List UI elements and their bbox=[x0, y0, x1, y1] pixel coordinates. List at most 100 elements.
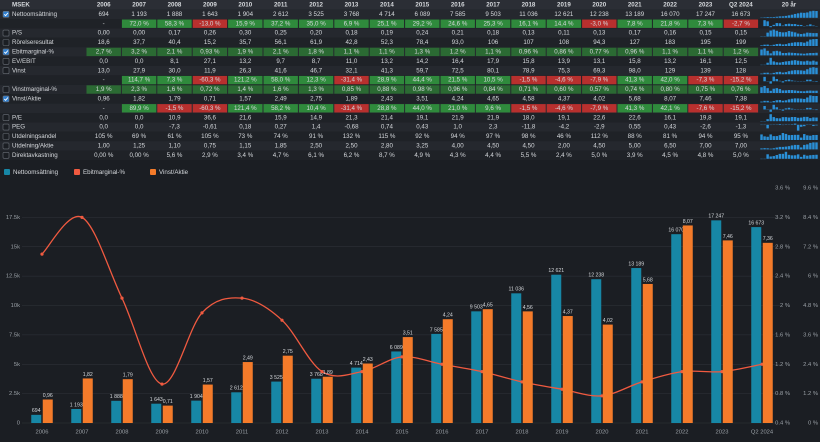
checkbox[interactable] bbox=[2, 67, 10, 74]
cell-value: 11 036 bbox=[519, 11, 538, 18]
sparkline-bar bbox=[790, 145, 794, 150]
cell-value: -0,68 bbox=[344, 124, 359, 131]
x-tick-label: 2018 bbox=[516, 430, 529, 436]
column-header: MSEK bbox=[12, 2, 30, 9]
cell-value: - bbox=[103, 77, 105, 84]
cell-highlight bbox=[652, 75, 688, 85]
checkbox[interactable] bbox=[2, 95, 10, 103]
cell-value: 1,1 % bbox=[485, 49, 501, 56]
sparkline-bar bbox=[803, 134, 806, 140]
cell-value: 0,76 % bbox=[731, 86, 751, 93]
cell-value: 0,71 bbox=[204, 96, 217, 103]
cell-value: 69,3 bbox=[593, 67, 606, 74]
cell-value: 4,5 % bbox=[662, 152, 678, 159]
axis-tick-label: 12.5k bbox=[6, 274, 20, 280]
sparkline-bar bbox=[790, 60, 794, 65]
sparkline-bar bbox=[784, 108, 788, 110]
checkbox[interactable] bbox=[2, 133, 10, 140]
checkbox[interactable] bbox=[2, 123, 10, 131]
checkbox[interactable] bbox=[2, 48, 10, 56]
sparkline-bar bbox=[778, 153, 782, 159]
cell-highlight bbox=[228, 19, 263, 28]
checkbox[interactable] bbox=[2, 39, 10, 46]
cell-value: 21,9 bbox=[487, 114, 500, 121]
sparkline-bar bbox=[766, 62, 769, 65]
data-label: 0,96 bbox=[43, 393, 53, 399]
cell-value: 58,2 % bbox=[271, 105, 291, 112]
checkbox[interactable] bbox=[2, 142, 10, 150]
cell-value: 2 612 bbox=[273, 11, 289, 18]
data-label: 7,36 bbox=[763, 236, 773, 242]
cell-value: 0,43 bbox=[664, 124, 677, 131]
cell-highlight bbox=[582, 85, 617, 94]
sparkline-bar bbox=[760, 148, 763, 150]
cell-value: 35,0 % bbox=[306, 20, 326, 27]
row-label: Utdelning/Aktie bbox=[12, 143, 54, 150]
legend-label: Ebitmarginal-% bbox=[83, 169, 125, 176]
sparkline-bar bbox=[772, 88, 775, 93]
checkbox[interactable] bbox=[2, 114, 10, 121]
sparkline-bar bbox=[803, 154, 806, 159]
legend-swatch[interactable] bbox=[4, 169, 10, 175]
sparkline-bar bbox=[809, 39, 812, 46]
checkbox[interactable] bbox=[2, 152, 10, 159]
bar bbox=[351, 367, 362, 423]
checkbox[interactable] bbox=[2, 86, 10, 93]
data-label: 1 193 bbox=[70, 402, 83, 408]
cell-value: 0,16 bbox=[664, 30, 677, 37]
sparkline-bar bbox=[812, 33, 815, 37]
checkbox[interactable] bbox=[2, 29, 10, 37]
sparkline-bar bbox=[806, 155, 809, 159]
sparkline-bar bbox=[772, 156, 775, 159]
sparkline-bar bbox=[766, 21, 769, 27]
cell-value: 2,00 bbox=[558, 143, 571, 150]
sparkline-bar bbox=[793, 117, 797, 122]
cell-highlight bbox=[334, 104, 369, 113]
line bbox=[41, 215, 763, 397]
cell-highlight bbox=[723, 104, 759, 113]
sparkline-bar bbox=[781, 72, 785, 75]
cell-value: 37,7 bbox=[133, 39, 146, 46]
cell-highlight bbox=[121, 75, 157, 85]
cell-value: 0,96 % bbox=[448, 86, 468, 93]
column-header: 2011 bbox=[274, 2, 288, 9]
cell-value: 22,6 bbox=[593, 114, 606, 121]
sparkline-bar bbox=[769, 114, 772, 122]
cell-value: -7,9 % bbox=[590, 77, 608, 84]
cell-highlight bbox=[263, 19, 298, 28]
checkbox[interactable] bbox=[2, 57, 10, 65]
sparkline-bar bbox=[796, 60, 800, 65]
cell-value: 128 bbox=[736, 67, 747, 74]
cell-value: 5,0 % bbox=[591, 152, 607, 159]
sparkline-bar bbox=[812, 124, 815, 127]
bar bbox=[631, 268, 642, 423]
cell-value: 694 bbox=[99, 11, 110, 18]
sparkline-bar bbox=[763, 48, 766, 56]
cell-value: 1,6 % bbox=[273, 86, 289, 93]
cell-highlight bbox=[546, 75, 582, 85]
legend-swatch[interactable] bbox=[150, 169, 156, 175]
cell-highlight bbox=[86, 85, 121, 94]
cell-value: 8,7 bbox=[312, 58, 321, 65]
axis-tick-label: 4.8 % bbox=[803, 303, 818, 309]
sparkline-bar bbox=[787, 117, 791, 122]
sparkline-bar bbox=[799, 91, 803, 93]
sparkline-bar bbox=[781, 100, 785, 103]
checkbox[interactable] bbox=[2, 11, 10, 18]
row-background bbox=[0, 131, 820, 142]
legend-swatch[interactable] bbox=[74, 169, 80, 175]
sparkline-bar bbox=[806, 32, 809, 37]
cell-value: 129 bbox=[665, 67, 676, 74]
cell-value: 72,5 bbox=[452, 67, 465, 74]
cell-value: 0,21 bbox=[452, 30, 465, 37]
cell-value: -4,6 % bbox=[555, 105, 573, 112]
sparkline-bar bbox=[784, 146, 788, 150]
cell-value: 2,1 % bbox=[167, 49, 183, 56]
cell-value: 3 768 bbox=[344, 11, 360, 18]
cell-value: -2,9 bbox=[594, 124, 605, 131]
sparkline-bar bbox=[775, 44, 779, 46]
data-label: 2,75 bbox=[283, 349, 293, 355]
x-tick-label: Q2 2024 bbox=[751, 430, 774, 436]
bar bbox=[562, 316, 573, 423]
cell-value: 1,10 bbox=[168, 143, 181, 150]
